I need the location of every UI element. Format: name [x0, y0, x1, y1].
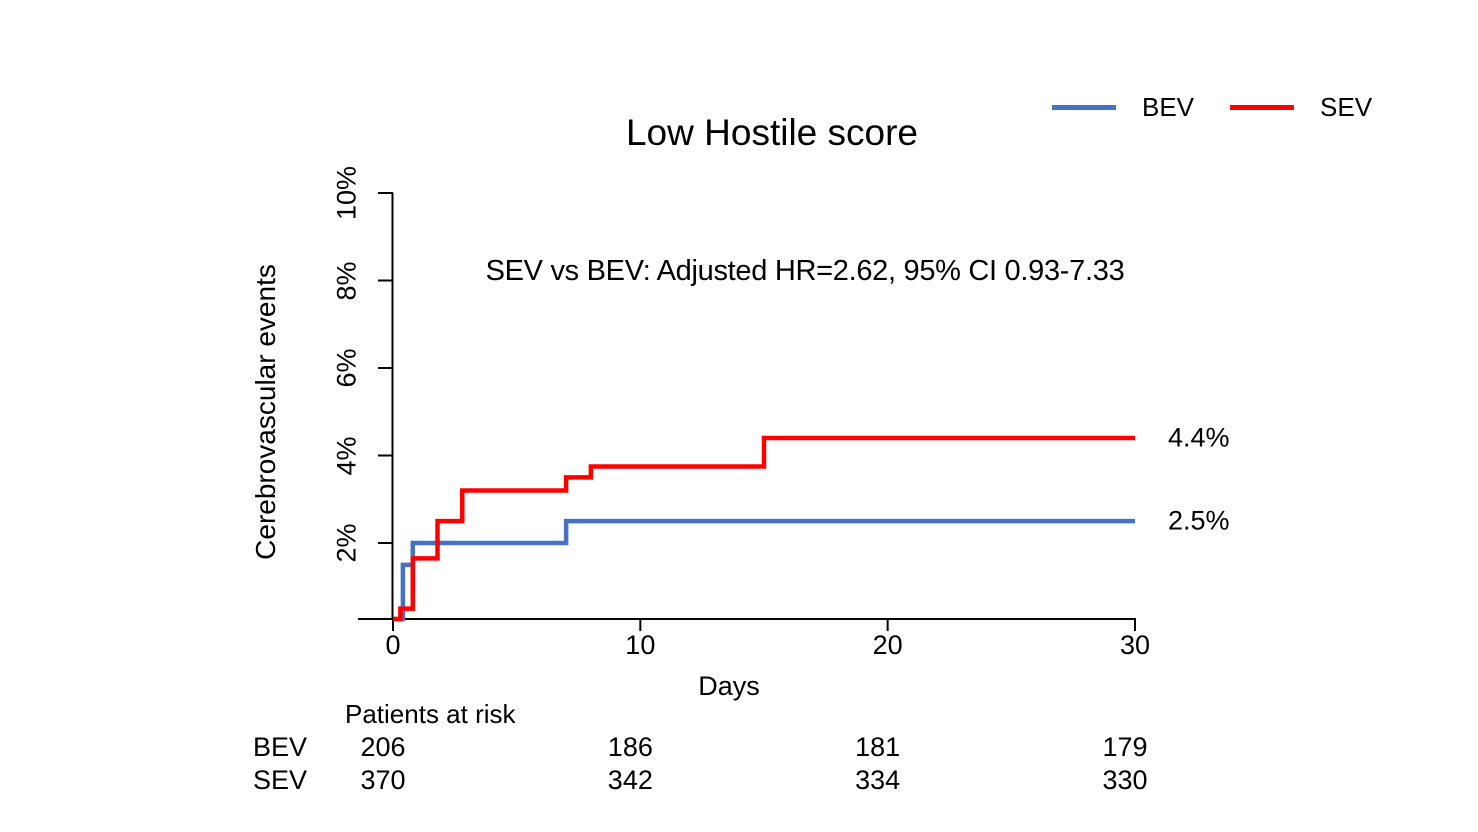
legend-item-sev: SEV — [1230, 92, 1372, 123]
risk-value: 179 — [1102, 732, 1148, 762]
risk-value: 334 — [855, 765, 901, 795]
risk-row-label-bev: BEV — [253, 732, 308, 762]
y-tick-label: 4% — [331, 435, 362, 476]
legend-item-bev: BEV — [1052, 92, 1194, 123]
x-tick-label: 0 — [385, 630, 401, 660]
hazard-ratio-annotation: SEV vs BEV: Adjusted HR=2.62, 95% CI 0.9… — [485, 255, 1125, 287]
y-tick-label: 6% — [331, 348, 362, 388]
y-tick-label: 8% — [331, 260, 362, 301]
x-tick-label: 10 — [625, 630, 656, 660]
y-axis-title: Cerebrovascular events — [249, 264, 281, 560]
x-tick-label: 20 — [872, 630, 903, 660]
x-axis-title: Days — [698, 671, 760, 701]
chart-title: Low Hostile score — [625, 112, 918, 153]
legend-label-sev: SEV — [1320, 92, 1373, 122]
risk-table-header: Patients at risk — [345, 699, 516, 729]
risk-row-label-sev: SEV — [253, 765, 308, 795]
risk-value: 330 — [1102, 765, 1148, 795]
y-tick-label: 2% — [331, 523, 362, 563]
risk-value: 186 — [607, 732, 653, 762]
end-label-bev: 2.5% — [1168, 505, 1230, 536]
risk-value: 370 — [360, 765, 406, 795]
risk-value: 181 — [855, 732, 901, 762]
end-label-sev: 4.4% — [1168, 422, 1230, 453]
legend: BEV SEV — [1052, 92, 1372, 123]
curve-sev — [393, 435, 1135, 622]
x-tick-label: 30 — [1119, 630, 1150, 660]
legend-line-bev-icon — [1052, 105, 1116, 110]
risk-value: 206 — [360, 732, 406, 762]
legend-line-sev-icon — [1230, 105, 1295, 110]
curve-bev — [393, 518, 1135, 622]
legend-label-bev: BEV — [1142, 92, 1195, 122]
risk-value: 342 — [607, 765, 653, 795]
y-tick-label: 10% — [331, 165, 362, 221]
